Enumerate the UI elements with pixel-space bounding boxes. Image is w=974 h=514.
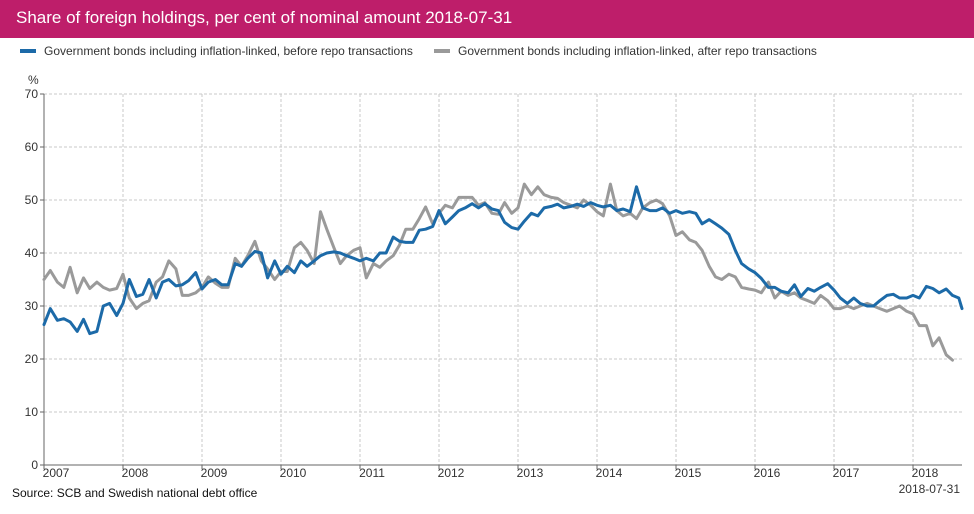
- x-tick-label: 2010: [280, 466, 307, 480]
- legend-label-before-repo: Government bonds including inflation-lin…: [44, 44, 413, 58]
- x-tick-label: 2008: [122, 466, 149, 480]
- x-tick-label: 2014: [596, 466, 623, 480]
- x-tick-label: 2016: [754, 466, 781, 480]
- legend-item-after-repo: Government bonds including inflation-lin…: [434, 44, 817, 58]
- legend-label-after-repo: Government bonds including inflation-lin…: [458, 44, 817, 58]
- source-note: Source: SCB and Swedish national debt of…: [12, 486, 258, 500]
- y-tick-label: 10: [25, 405, 39, 419]
- legend-swatch-before-repo: [20, 48, 36, 53]
- axis-layer: 0 10 20 30 40 50 60 70 2007 2008 2009 2010 2011 2012 2…: [25, 73, 962, 480]
- x-tick-label: 2007: [43, 466, 70, 480]
- y-tick-label: 50: [25, 193, 39, 207]
- chart-title-bar: Share of foreign holdings, per cent of n…: [0, 0, 974, 38]
- y-tick-label: 0: [31, 458, 38, 472]
- y-tick-label: 20: [25, 352, 39, 366]
- x-tick-label: 2018: [912, 466, 939, 480]
- x-tick-label: 2012: [438, 466, 465, 480]
- date-note: 2018-07-31: [898, 482, 960, 496]
- x-tick-label: 2017: [833, 466, 860, 480]
- y-tick-label: 30: [25, 299, 39, 313]
- chart-title: Share of foreign holdings, per cent of n…: [16, 8, 513, 27]
- y-tick-label: 70: [25, 87, 39, 101]
- grid-layer: [44, 93, 962, 465]
- legend-swatch-after-repo: [434, 48, 450, 53]
- x-tick-label: 2011: [359, 466, 385, 480]
- chart-legend: Government bonds including inflation-lin…: [0, 42, 974, 60]
- y-axis-label: %: [28, 73, 39, 87]
- x-tick-label: 2015: [675, 466, 702, 480]
- x-tick-label: 2013: [517, 466, 544, 480]
- y-tick-label: 40: [25, 246, 39, 260]
- series-layer: [42, 182, 964, 362]
- series-line-before-repo: [42, 185, 964, 336]
- x-tick-label: 2009: [201, 466, 228, 480]
- legend-item-before-repo: Government bonds including inflation-lin…: [20, 44, 413, 58]
- y-tick-label: 60: [25, 140, 39, 154]
